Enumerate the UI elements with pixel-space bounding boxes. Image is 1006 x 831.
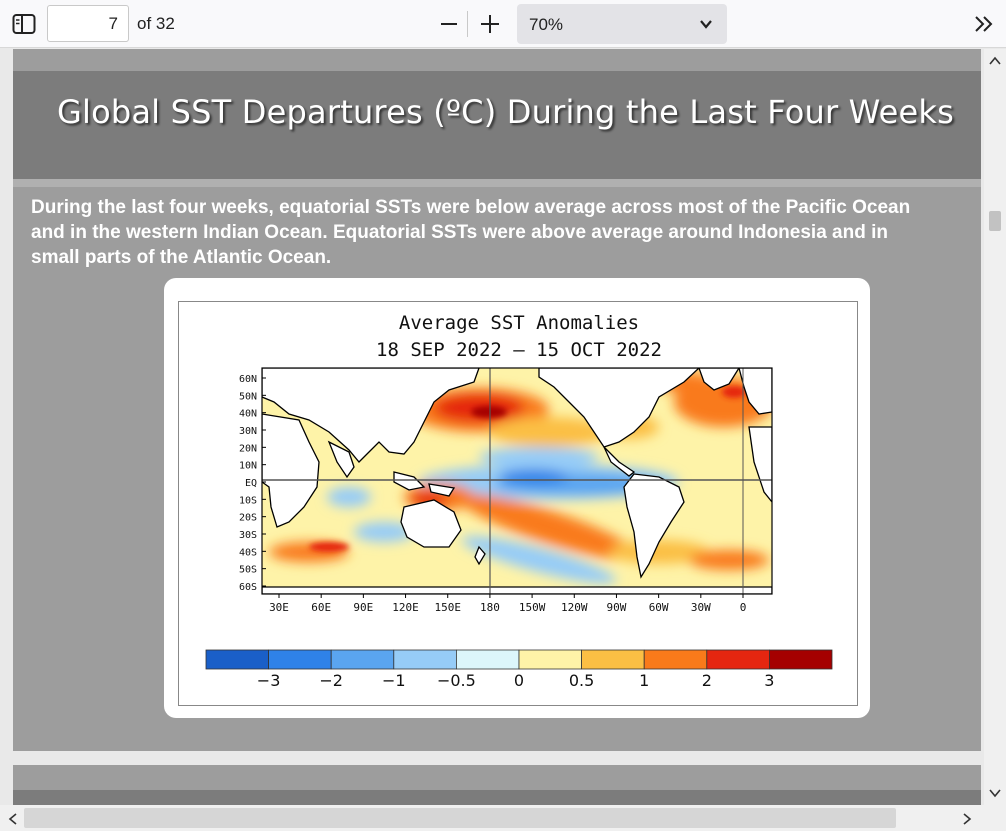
longitude-label: 150W bbox=[519, 601, 546, 614]
scroll-down-icon[interactable] bbox=[987, 785, 1003, 804]
chevron-down-icon bbox=[699, 16, 713, 35]
figure-title-line: Average SST Anomalies bbox=[398, 312, 640, 334]
colorbar-label: 3 bbox=[764, 671, 774, 690]
page-number-input[interactable] bbox=[47, 5, 129, 42]
longitude-label: 0 bbox=[740, 601, 747, 614]
figure-card: Average SST Anomalies 18 SEP 2022 – 15 O… bbox=[164, 278, 870, 718]
page-count-label: of 32 bbox=[137, 14, 175, 33]
sst-anomaly-map: 60N 50N 40N 30N 20N 10N EQ 10S 20S 30S 40S 50S 60S 3… bbox=[205, 367, 833, 690]
sidebar-toggle-icon[interactable] bbox=[10, 10, 38, 38]
longitude-label: 180 bbox=[480, 601, 500, 614]
colorbar bbox=[205, 649, 833, 670]
latitude-label: 10N bbox=[239, 461, 257, 472]
colorbar-segment bbox=[393, 649, 457, 670]
latitude-label: 20N bbox=[239, 443, 257, 454]
zoom-value: 70% bbox=[529, 15, 564, 34]
colorbar-segment bbox=[706, 649, 770, 670]
colorbar-segment bbox=[268, 649, 332, 670]
horizontal-scroll-thumb[interactable] bbox=[24, 808, 896, 828]
figure-date-range: 18 SEP 2022 – 15 OCT 2022 bbox=[376, 339, 662, 361]
vertical-scrollbar[interactable] bbox=[984, 49, 1006, 805]
latitude-label: 40N bbox=[239, 409, 257, 420]
colorbar-labels: −3 −2 −1 −0.5 0 0.5 1 2 3 bbox=[257, 671, 775, 690]
latitude-label: 10S bbox=[239, 495, 257, 506]
sst-anomaly-figure: Average SST Anomalies 18 SEP 2022 – 15 O… bbox=[178, 301, 858, 706]
longitude-label: 90W bbox=[607, 601, 627, 614]
pdf-toolbar: of 32 70% bbox=[0, 0, 1006, 48]
colorbar-label: 0 bbox=[514, 671, 524, 690]
colorbar-segment bbox=[643, 649, 708, 670]
land-outline bbox=[262, 368, 772, 594]
next-pdf-page bbox=[13, 765, 981, 805]
vertical-scroll-thumb[interactable] bbox=[989, 211, 1001, 231]
colorbar-label: 0.5 bbox=[569, 671, 594, 690]
colorbar-segment bbox=[518, 649, 582, 670]
colorbar-segment bbox=[205, 649, 269, 670]
latitude-label: 50S bbox=[239, 565, 257, 576]
colorbar-label: −1 bbox=[382, 671, 406, 690]
next-page-title-band bbox=[13, 790, 981, 805]
map-border bbox=[261, 367, 773, 595]
colorbar-label: −0.5 bbox=[437, 671, 476, 690]
latitude-label: 30S bbox=[239, 530, 257, 541]
body-line: and in the western Indian Ocean. Equator… bbox=[31, 222, 888, 243]
body-line: small parts of the Atlantic Ocean. bbox=[31, 247, 332, 268]
document-viewer: Global SST Departures (ºC) During the La… bbox=[0, 49, 984, 805]
body-line: During the last four weeks, equatorial S… bbox=[31, 197, 911, 218]
title-band bbox=[13, 71, 981, 179]
latitude-label: 30N bbox=[239, 426, 257, 437]
latitude-label: 60N bbox=[239, 374, 257, 385]
longitude-label: 60E bbox=[311, 601, 331, 614]
colorbar-label: 2 bbox=[702, 671, 712, 690]
colorbar-label: 1 bbox=[639, 671, 649, 690]
colorbar-segment bbox=[455, 649, 520, 670]
latitude-labels: 60N 50N 40N 30N 20N 10N EQ 10S 20S 30S 40S 50S 60S bbox=[239, 374, 266, 593]
slide-body-text: During the last four weeks, equatorial S… bbox=[31, 195, 981, 270]
latitude-label: EQ bbox=[245, 478, 257, 489]
longitude-labels: 30E 60E 90E 120E 150E 180 150W 120W 90W 60W 30W 0 bbox=[269, 594, 746, 614]
longitude-label: 60W bbox=[649, 601, 669, 614]
scroll-left-icon[interactable] bbox=[6, 811, 20, 831]
double-chevron-right-icon[interactable] bbox=[969, 10, 999, 38]
longitude-label: 150E bbox=[434, 601, 461, 614]
latitude-label: 20S bbox=[239, 513, 257, 524]
scroll-up-icon[interactable] bbox=[987, 53, 1003, 72]
colorbar-label: −3 bbox=[257, 671, 281, 690]
zoom-select[interactable]: 70% bbox=[517, 4, 727, 44]
longitude-label: 30E bbox=[269, 601, 289, 614]
minus-icon[interactable] bbox=[436, 8, 462, 40]
longitude-label: 30W bbox=[691, 601, 711, 614]
map-field bbox=[262, 368, 772, 594]
latitude-label: 60S bbox=[239, 582, 257, 593]
scroll-right-icon[interactable] bbox=[960, 811, 974, 831]
figure-title: Average SST Anomalies 18 SEP 2022 – 15 O… bbox=[179, 310, 859, 364]
plus-icon[interactable] bbox=[476, 8, 504, 40]
toolbar-divider bbox=[467, 11, 468, 37]
colorbar-segment bbox=[330, 649, 395, 670]
colorbar-segment bbox=[769, 649, 833, 670]
colorbar-label: −2 bbox=[319, 671, 343, 690]
latitude-label: 40S bbox=[239, 547, 257, 558]
longitude-label: 90E bbox=[353, 601, 373, 614]
slide-title: Global SST Departures (ºC) During the La… bbox=[57, 93, 955, 131]
divider bbox=[13, 179, 981, 187]
colorbar-segment bbox=[581, 649, 645, 670]
longitude-label: 120E bbox=[392, 601, 419, 614]
latitude-label: 50N bbox=[239, 391, 257, 402]
longitude-label: 120W bbox=[561, 601, 588, 614]
pdf-page: Global SST Departures (ºC) During the La… bbox=[13, 49, 981, 751]
horizontal-scrollbar[interactable] bbox=[0, 805, 1006, 831]
